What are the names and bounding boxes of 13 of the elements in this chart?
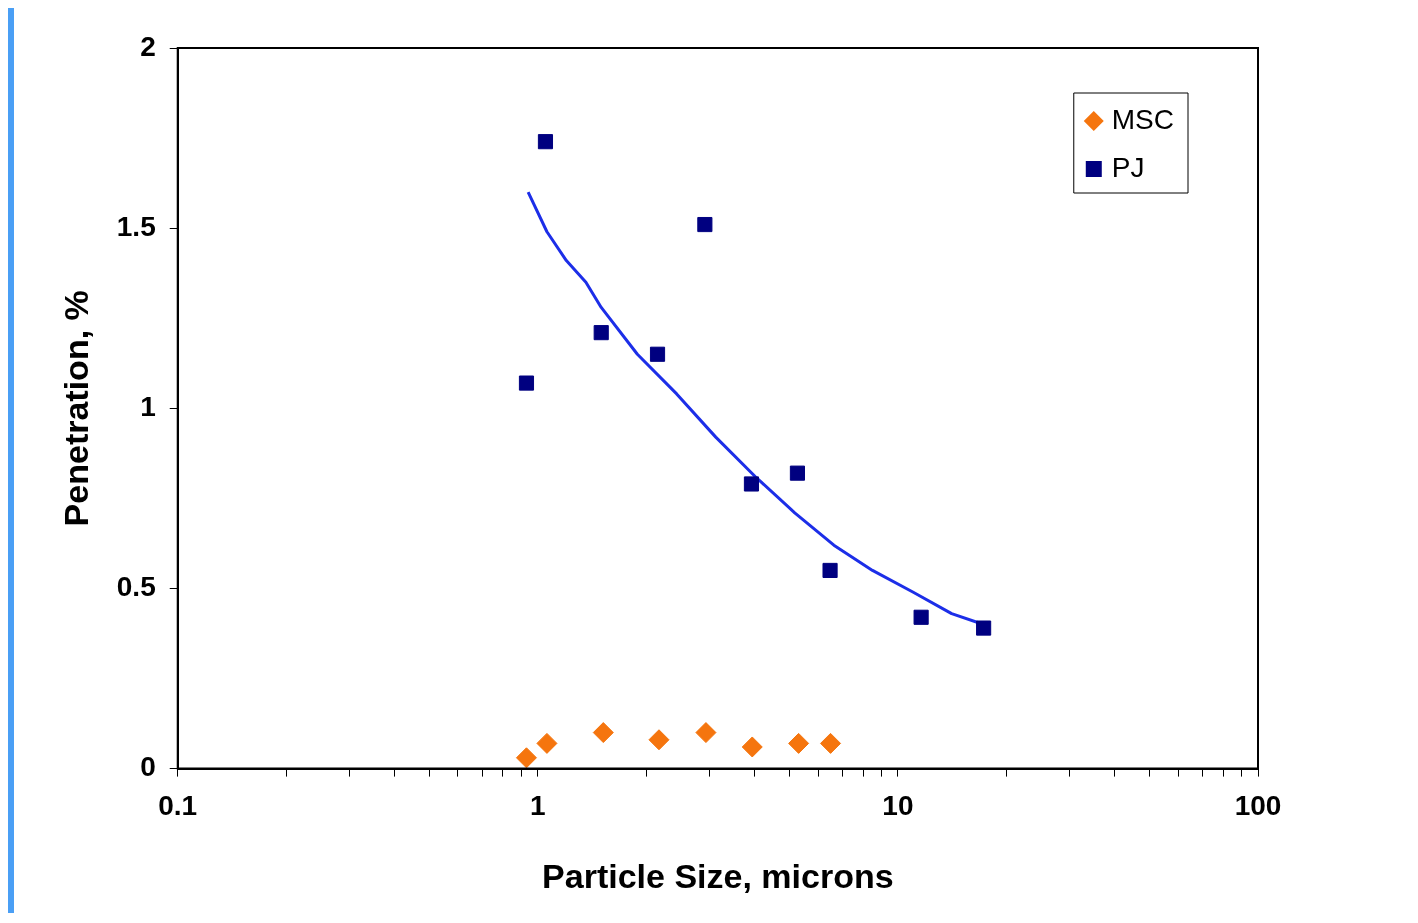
y-axis-title: Penetration, % [56,290,95,527]
y-tick-label: 1.5 [116,210,156,242]
y-tick-label: 2 [140,30,156,62]
x-axis-title: Particle Size, microns [542,856,894,895]
x-tick-label: 1 [530,790,546,822]
x-tick-label: 100 [1234,790,1282,822]
x-tick-label: 0.1 [158,790,198,822]
y-tick-label: 0.5 [116,571,156,603]
legend-label: MSC [1111,103,1175,135]
y-tick-label: 1 [140,391,156,423]
y-tick-label: 0 [140,751,156,783]
legend-label: PJ [1111,151,1145,183]
x-tick-label: 10 [882,790,914,822]
